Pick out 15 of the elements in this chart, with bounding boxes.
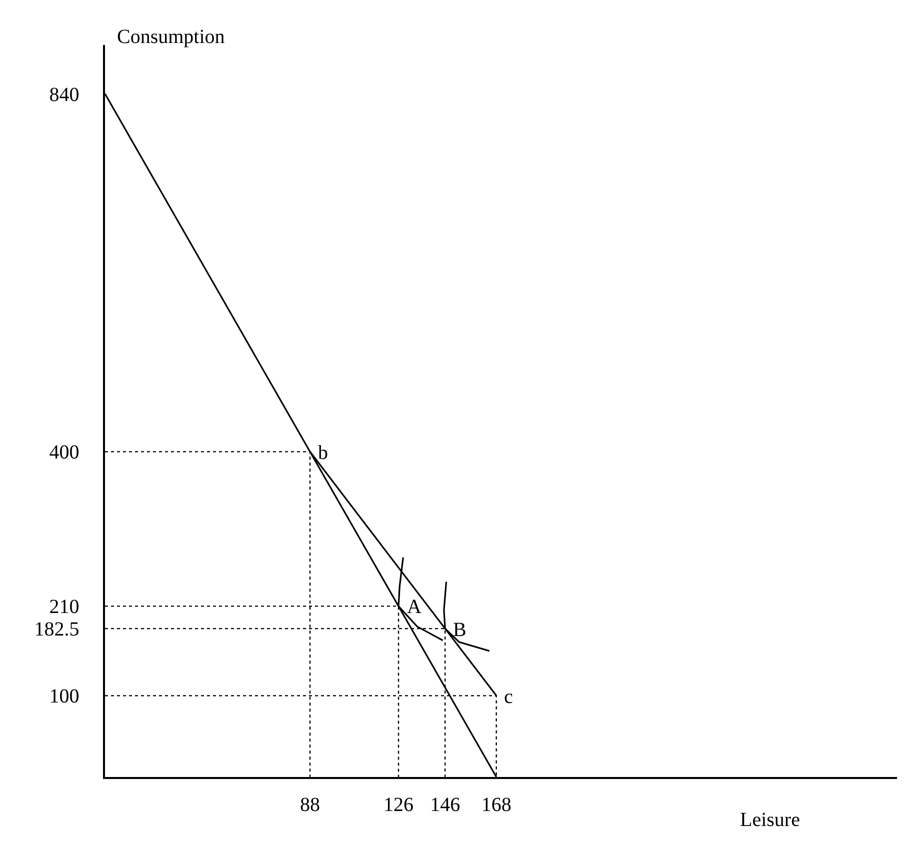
- annotation: b: [318, 442, 328, 464]
- x-tick-label: 88: [300, 794, 320, 816]
- y-tick-label: 182.5: [34, 618, 80, 641]
- x-tick-label: 146: [430, 794, 460, 816]
- y-tick-label: 210: [49, 596, 80, 618]
- x-axis-title: Leisure: [740, 809, 800, 831]
- x-tick-label: 126: [384, 794, 414, 816]
- annotation: B: [453, 619, 466, 641]
- y-tick-label: 840: [49, 84, 80, 106]
- y-axis-title: Consumption: [117, 26, 225, 48]
- annotation: A: [407, 596, 422, 618]
- y-tick-label: 400: [49, 442, 80, 464]
- annotation: c: [504, 686, 513, 708]
- x-tick-label: 168: [481, 794, 512, 816]
- y-tick-label: 100: [49, 686, 80, 708]
